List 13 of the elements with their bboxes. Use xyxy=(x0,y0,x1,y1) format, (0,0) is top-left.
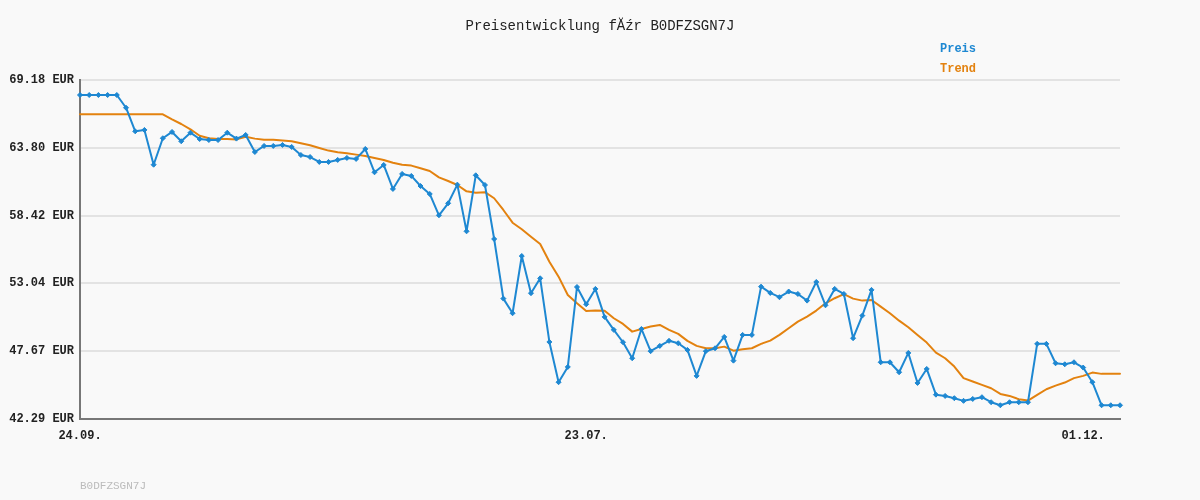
x-tick-label: 23.07. xyxy=(564,429,608,444)
text: Trend xyxy=(940,61,977,78)
chart-title: Preisentwicklung fĂźr B0DFZSGN7J xyxy=(464,18,736,34)
y-tick-label: 42.29 EUR xyxy=(9,412,75,427)
y-tick-label: 47.67 EUR xyxy=(9,344,75,359)
y-tick-label: 63.80 EUR xyxy=(9,140,75,155)
y-tick-label: 58.42 EUR xyxy=(9,208,75,223)
y-tick-label: 53.04 EUR xyxy=(9,276,75,291)
text: Preis xyxy=(940,41,977,58)
text: B0DFZSGN7J xyxy=(80,480,147,492)
x-tick-label: 24.09. xyxy=(58,429,102,444)
y-tick-label: 69.18 EUR xyxy=(9,73,75,88)
x-tick-label: 01.12. xyxy=(1061,429,1105,444)
